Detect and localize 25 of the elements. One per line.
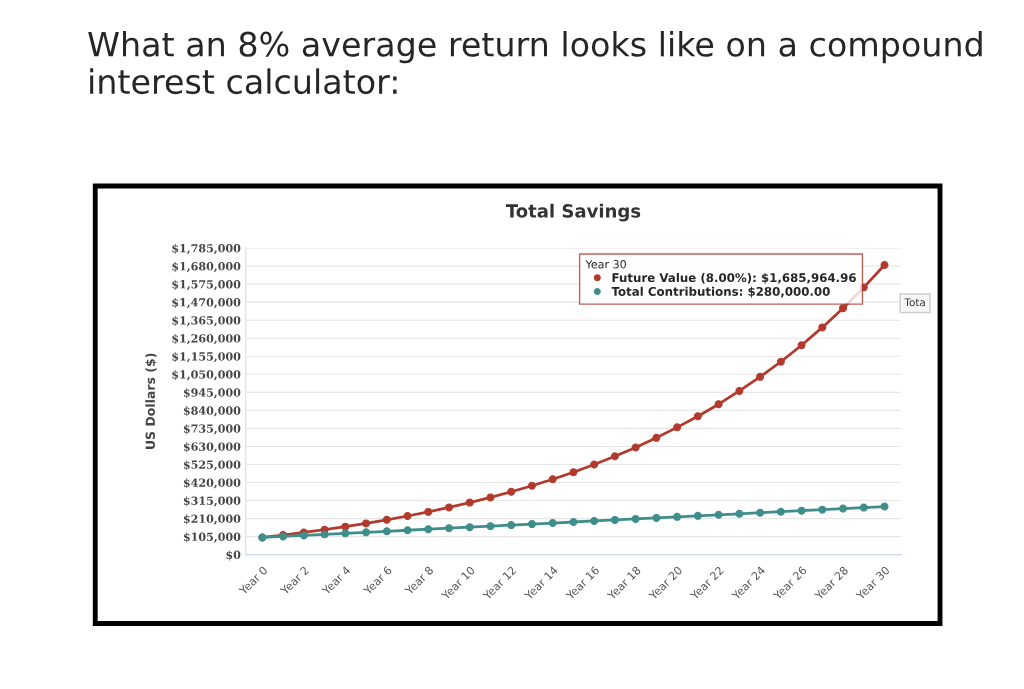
y-axis-title: US Dollars ($) xyxy=(145,353,157,449)
y-tick-label: $840,000 xyxy=(183,406,241,417)
y-tick-label: $630,000 xyxy=(183,442,241,453)
y-tick-label: $0 xyxy=(226,550,241,561)
legend-label: Total Contributions: $280,000.00 xyxy=(611,286,830,298)
y-tick-label: $105,000 xyxy=(183,532,241,543)
y-tick-label: $1,365,000 xyxy=(172,315,241,327)
y-tick-label: $945,000 xyxy=(183,388,241,399)
y-tick-label: $1,155,000 xyxy=(172,352,241,363)
y-tick-label: $735,000 xyxy=(183,424,241,435)
y-tick-label: $210,000 xyxy=(183,514,241,525)
text: Tota xyxy=(904,298,925,307)
y-tick-label: $1,785,000 xyxy=(172,243,241,255)
y-tick-label: $315,000 xyxy=(183,496,241,507)
y-tick-label: $1,575,000 xyxy=(172,279,241,291)
y-tick-label: $525,000 xyxy=(183,460,241,471)
y-tick-label: $1,470,000 xyxy=(172,297,241,309)
legend-label: Future Value (8.00%): $1,685,964.96 xyxy=(612,272,856,284)
y-tick-label: $420,000 xyxy=(183,478,241,489)
chart-subtitle: Total Savings xyxy=(505,203,641,222)
legend-title: Year 30 xyxy=(585,260,626,269)
y-tick-label: $1,260,000 xyxy=(172,333,241,345)
chart-title: What an 8% average return looks like on a compound interest calculator: xyxy=(88,31,982,95)
y-tick-label: $1,050,000 xyxy=(172,370,241,381)
y-tick-label: $1,680,000 xyxy=(172,261,241,273)
